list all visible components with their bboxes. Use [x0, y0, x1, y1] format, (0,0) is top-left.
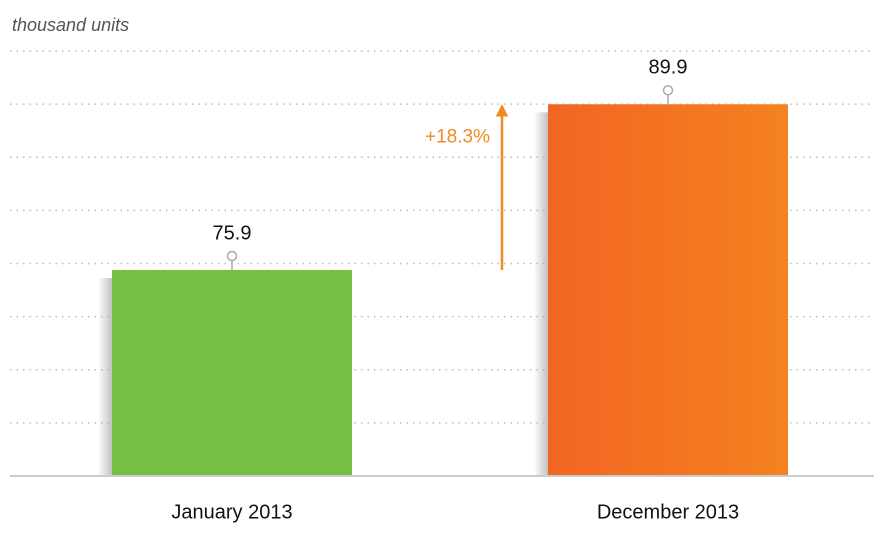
bar [548, 104, 788, 476]
x-tick-label: December 2013 [597, 501, 739, 523]
label-dot [662, 85, 674, 96]
bar [112, 270, 352, 476]
bar-shadow [534, 112, 548, 476]
y-axis-label: thousand units [12, 15, 129, 35]
bar-shadow [98, 278, 112, 476]
x-tick-label: January 2013 [171, 501, 292, 523]
label-dot [226, 250, 238, 262]
value-label: 89.9 [649, 57, 688, 79]
value-label: 75.9 [213, 222, 252, 244]
change-label: +18.3% [425, 126, 490, 147]
